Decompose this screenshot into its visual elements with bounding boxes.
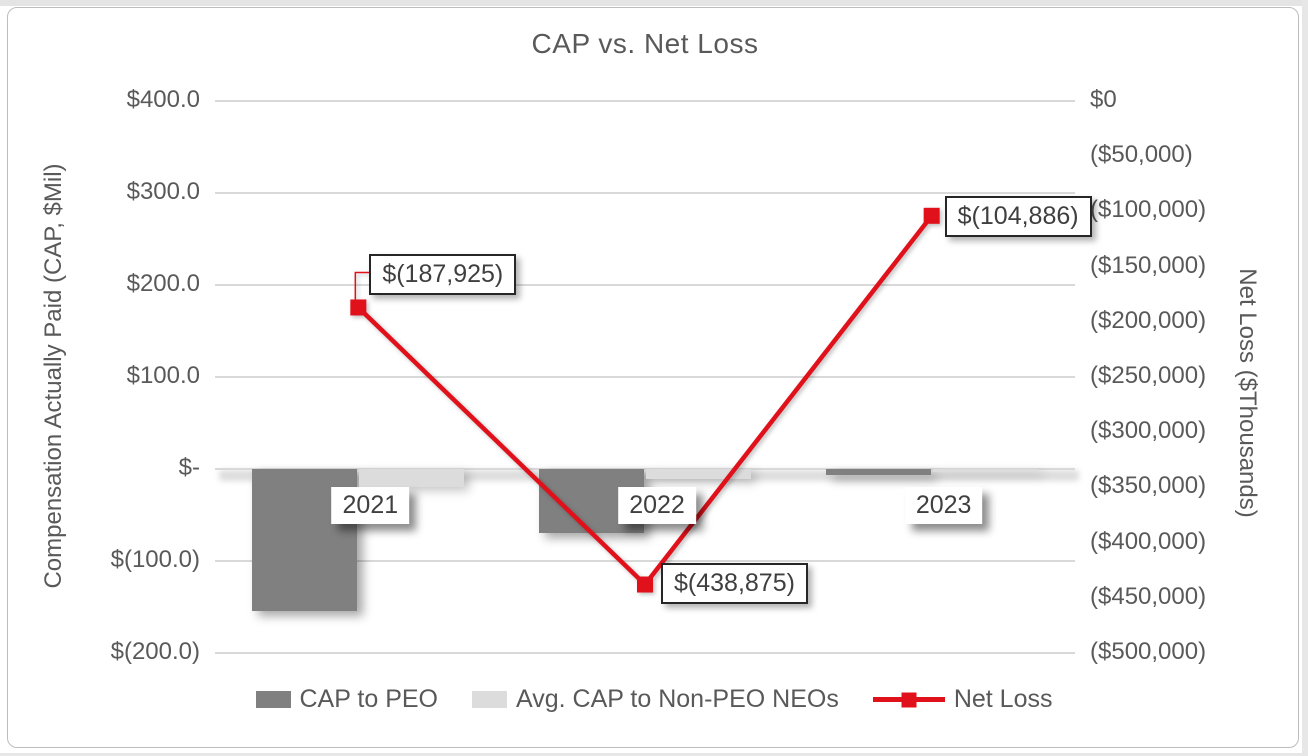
legend-label: CAP to PEO — [299, 685, 439, 713]
data-label-connector — [354, 271, 370, 301]
category-label-2022: 2022 — [618, 487, 696, 524]
legend-swatch-bar-dark — [255, 691, 291, 708]
right-axis-tick: ($450,000) — [1090, 582, 1207, 610]
gridline — [215, 652, 1075, 654]
gridline — [215, 468, 1075, 470]
right-axis-tick: $0 — [1090, 86, 1117, 113]
gridline — [215, 284, 1075, 286]
left-axis-tick: $100.0 — [126, 362, 200, 389]
window-edge-bottom — [0, 753, 1308, 756]
legend-item: CAP to PEO — [255, 685, 439, 714]
legend-label: Net Loss — [953, 685, 1053, 713]
window-edge-top — [0, 0, 1308, 6]
gridline — [215, 192, 1075, 194]
left-axis-tick: $400.0 — [126, 86, 200, 113]
net-loss-marker — [637, 576, 653, 593]
net-loss-marker — [350, 299, 367, 316]
legend-item: Net Loss — [872, 685, 1053, 714]
right-axis-tick: ($150,000) — [1090, 251, 1207, 279]
left-axis-tick: $200.0 — [126, 270, 200, 297]
chart-title: CAP vs. Net Loss — [531, 28, 759, 59]
legend-label: Avg. CAP to Non-PEO NEOs — [516, 685, 839, 713]
right-axis-tick: ($50,000) — [1090, 141, 1193, 169]
left-axis-tick: $300.0 — [126, 178, 200, 205]
right-axis-tick: ($350,000) — [1090, 472, 1207, 500]
category-label-2021: 2021 — [331, 487, 410, 524]
left-axis-tick: $- — [178, 454, 200, 481]
legend-marker-square — [901, 692, 917, 707]
window-edge-right — [1302, 0, 1308, 756]
legend-line-swatch — [872, 692, 945, 707]
left-axis-tick: $(200.0) — [110, 638, 200, 665]
right-axis-tick: ($100,000) — [1090, 196, 1207, 224]
bar-avg-cap-non-peo — [932, 469, 1038, 472]
chart-border-frame — [7, 7, 1299, 748]
right-axis-tick: ($500,000) — [1090, 638, 1207, 665]
right-axis-tick: ($200,000) — [1090, 306, 1207, 334]
gridline — [215, 100, 1075, 102]
net-loss-marker — [923, 207, 940, 224]
gridline — [215, 560, 1075, 562]
net-loss-data-label: $(438,875) — [661, 562, 808, 604]
bar-avg-cap-non-peo — [646, 469, 751, 480]
net-loss-data-label: $(104,886) — [944, 195, 1092, 237]
right-axis-tick: ($250,000) — [1090, 362, 1207, 389]
left-axis-tick: $(100.0) — [110, 546, 200, 573]
net-loss-data-label: $(187,925) — [369, 254, 517, 296]
right-axis-tick: ($300,000) — [1090, 417, 1207, 445]
legend-item: Avg. CAP to Non-PEO NEOs — [472, 685, 839, 714]
bar-avg-cap-non-peo — [359, 469, 465, 488]
bar-cap-to-peo — [825, 469, 931, 476]
category-label-2023: 2023 — [904, 487, 983, 524]
right-axis-tick: ($400,000) — [1090, 527, 1207, 555]
gridline — [215, 376, 1075, 378]
legend-swatch-bar-light — [472, 691, 507, 708]
legend: CAP to PEO Avg. CAP to Non-PEO NEOs Net Lo… — [0, 685, 1308, 714]
